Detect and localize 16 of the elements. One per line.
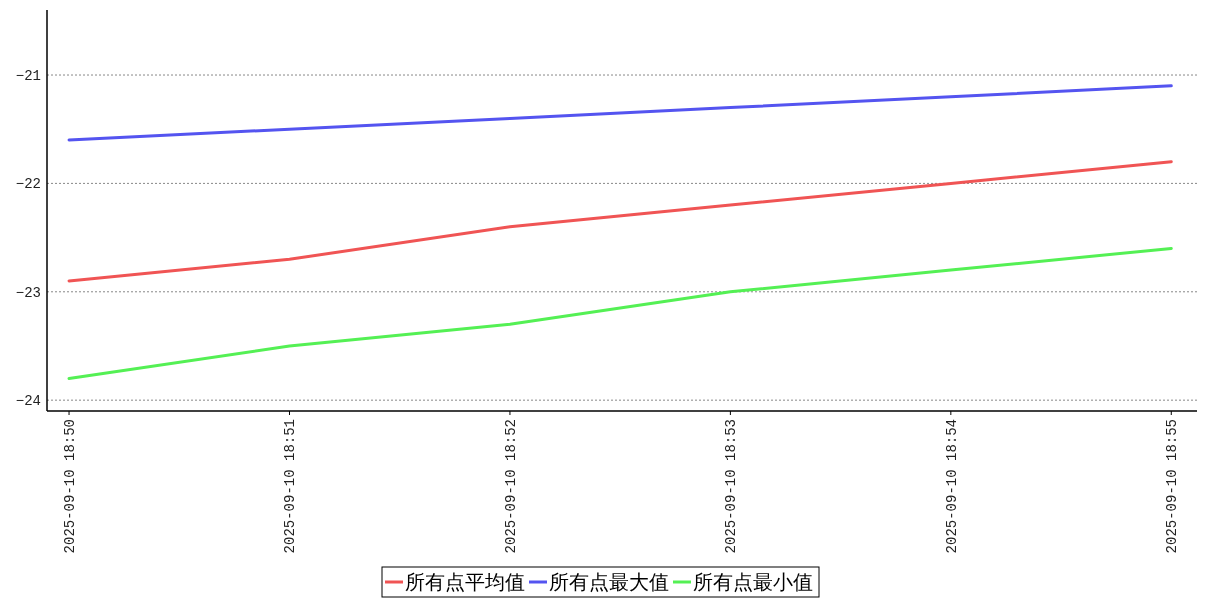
legend-label: 所有点平均值 (405, 570, 525, 594)
legend-label: 所有点最大值 (549, 570, 669, 594)
line-series (67, 84, 1173, 142)
legend-label: 所有点最小值 (693, 570, 813, 594)
x-tick-label: 2025-09-10 18:53 (723, 419, 740, 554)
x-tick-label: 2025-09-10 18:55 (1164, 419, 1181, 554)
x-tick-label: 2025-09-10 18:51 (282, 419, 299, 554)
y-tick-label: −21 (15, 68, 41, 85)
x-tick-label: 2025-09-10 18:54 (943, 419, 960, 554)
line-series (67, 246, 1173, 380)
x-tick-label: 2025-09-10 18:50 (62, 419, 79, 554)
y-tick-label: −24 (15, 393, 41, 410)
y-tick-label: −22 (15, 176, 41, 193)
line-series (67, 160, 1173, 283)
x-tick-label: 2025-09-10 18:52 (502, 419, 519, 554)
y-tick-label: −23 (15, 284, 41, 301)
